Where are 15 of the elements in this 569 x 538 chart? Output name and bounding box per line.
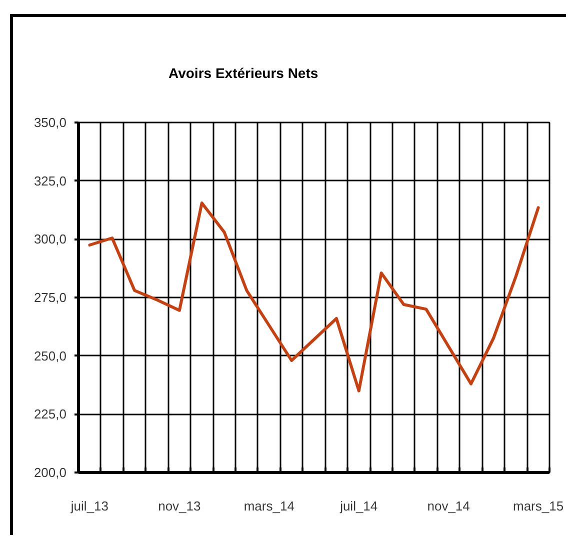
- line-series: [88, 202, 540, 392]
- x-tick-label: juil_13: [70, 498, 109, 514]
- y-tick-label: 275,0: [34, 290, 67, 305]
- y-tick-label: 350,0: [34, 115, 67, 130]
- y-tick-label: 200,0: [34, 465, 67, 480]
- x-tick-label: mars_15: [512, 498, 564, 514]
- x-tick-label: nov_14: [427, 498, 470, 514]
- x-tick-label: mars_14: [244, 498, 294, 514]
- y-tick-label: 325,0: [34, 173, 67, 188]
- y-tick-label: 300,0: [34, 232, 67, 247]
- x-tick-label: juil_14: [339, 498, 378, 514]
- y-tick-label: 250,0: [34, 348, 67, 364]
- chart-title: Avoirs Extérieurs Nets: [168, 65, 318, 81]
- x-tick-label: nov_13: [158, 498, 201, 514]
- y-tick-label: 225,0: [34, 406, 67, 422]
